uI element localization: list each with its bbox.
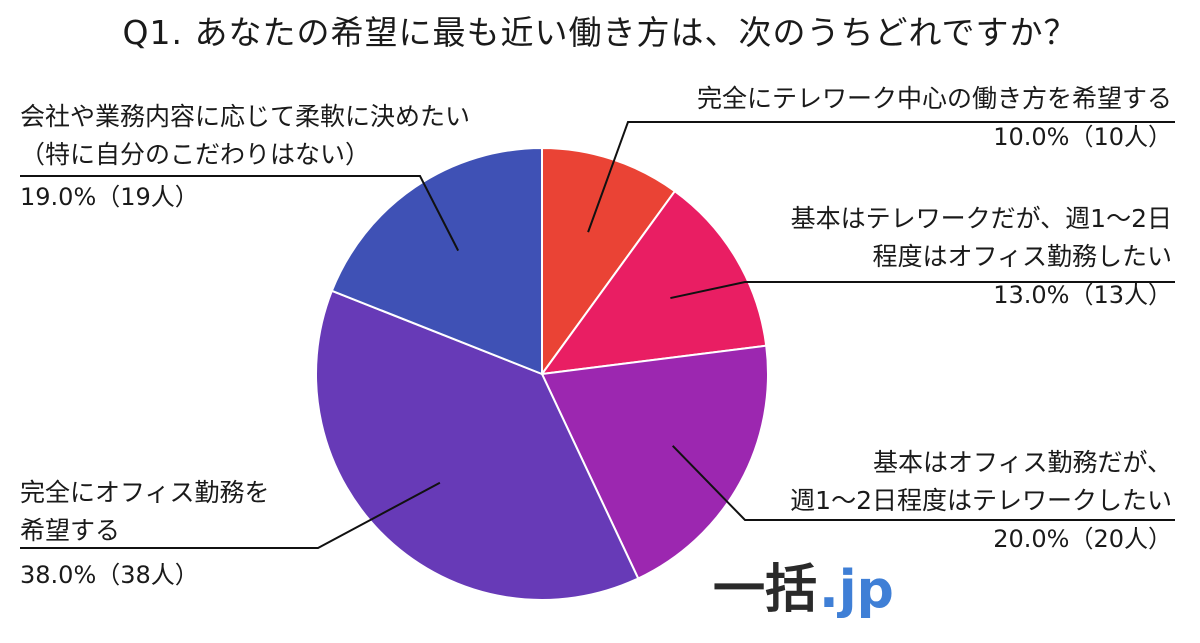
leader-lines: [20, 121, 1175, 549]
slice-label-line: （特に自分のこだわりはない）: [20, 140, 371, 169]
ikkatsu-logo: 一括 .jp: [713, 556, 903, 624]
slice-percent: 10.0%（10人）: [993, 123, 1172, 151]
slice-label-mostly-office: 基本はオフィス勤務だが、 週1～2日程度はテレワークしたい 20.0%（20人）: [790, 444, 1172, 558]
leader-line: [670, 281, 1175, 300]
leader-line: [20, 175, 460, 252]
slice-label-mostly-telework: 基本はテレワークだが、週1～2日 程度はオフィス勤務したい 13.0%（13人）: [791, 200, 1172, 314]
logo-text-prefix: 一括: [713, 560, 818, 620]
pie-slice: [315, 289, 640, 601]
logo-text-suffix: .jp: [819, 560, 894, 620]
slice-percent: 13.0%（13人）: [993, 281, 1172, 309]
slice-label-line: 会社や業務内容に応じて柔軟に決めたい: [20, 102, 471, 131]
pie-slice: [330, 146, 543, 376]
slice-label-flexible: 会社や業務内容に応じて柔軟に決めたい （特に自分のこだわりはない） 19.0%（…: [20, 98, 470, 216]
leader-line: [671, 445, 1175, 521]
pie-slice: [540, 344, 769, 580]
slice-label-line: 程度はオフィス勤務したい: [872, 242, 1172, 271]
slice-label-full-telework: 完全にテレワーク中心の働き方を希望する 10.0%（10人）: [697, 80, 1172, 156]
slice-label-line: 週1～2日程度はテレワークしたい: [790, 486, 1172, 515]
slice-label-line: 基本はテレワークだが、週1～2日: [790, 204, 1172, 233]
chart-title: Q1. あなたの希望に最も近い働き方は、次のうちどれですか？: [122, 13, 1078, 52]
slice-percent: 20.0%（20人）: [993, 525, 1172, 553]
slice-percent: 19.0%（19人）: [20, 183, 199, 211]
leader-line: [587, 121, 1175, 233]
leader-line: [20, 481, 441, 549]
slice-label-line: 基本はオフィス勤務だが、: [872, 448, 1172, 477]
slice-label-full-office: 完全にオフィス勤務を 希望する 38.0%（38人）: [20, 474, 270, 594]
slice-label-line: 完全にテレワーク中心の働き方を希望する: [696, 84, 1172, 113]
slice-label-line: 希望する: [20, 516, 121, 545]
slice-percent: 38.0%（38人）: [20, 561, 199, 589]
slice-label-line: 完全にオフィス勤務を: [20, 478, 270, 507]
pie-slices: [315, 146, 769, 601]
pie-slice: [541, 146, 677, 378]
pie-slice: [539, 189, 768, 376]
